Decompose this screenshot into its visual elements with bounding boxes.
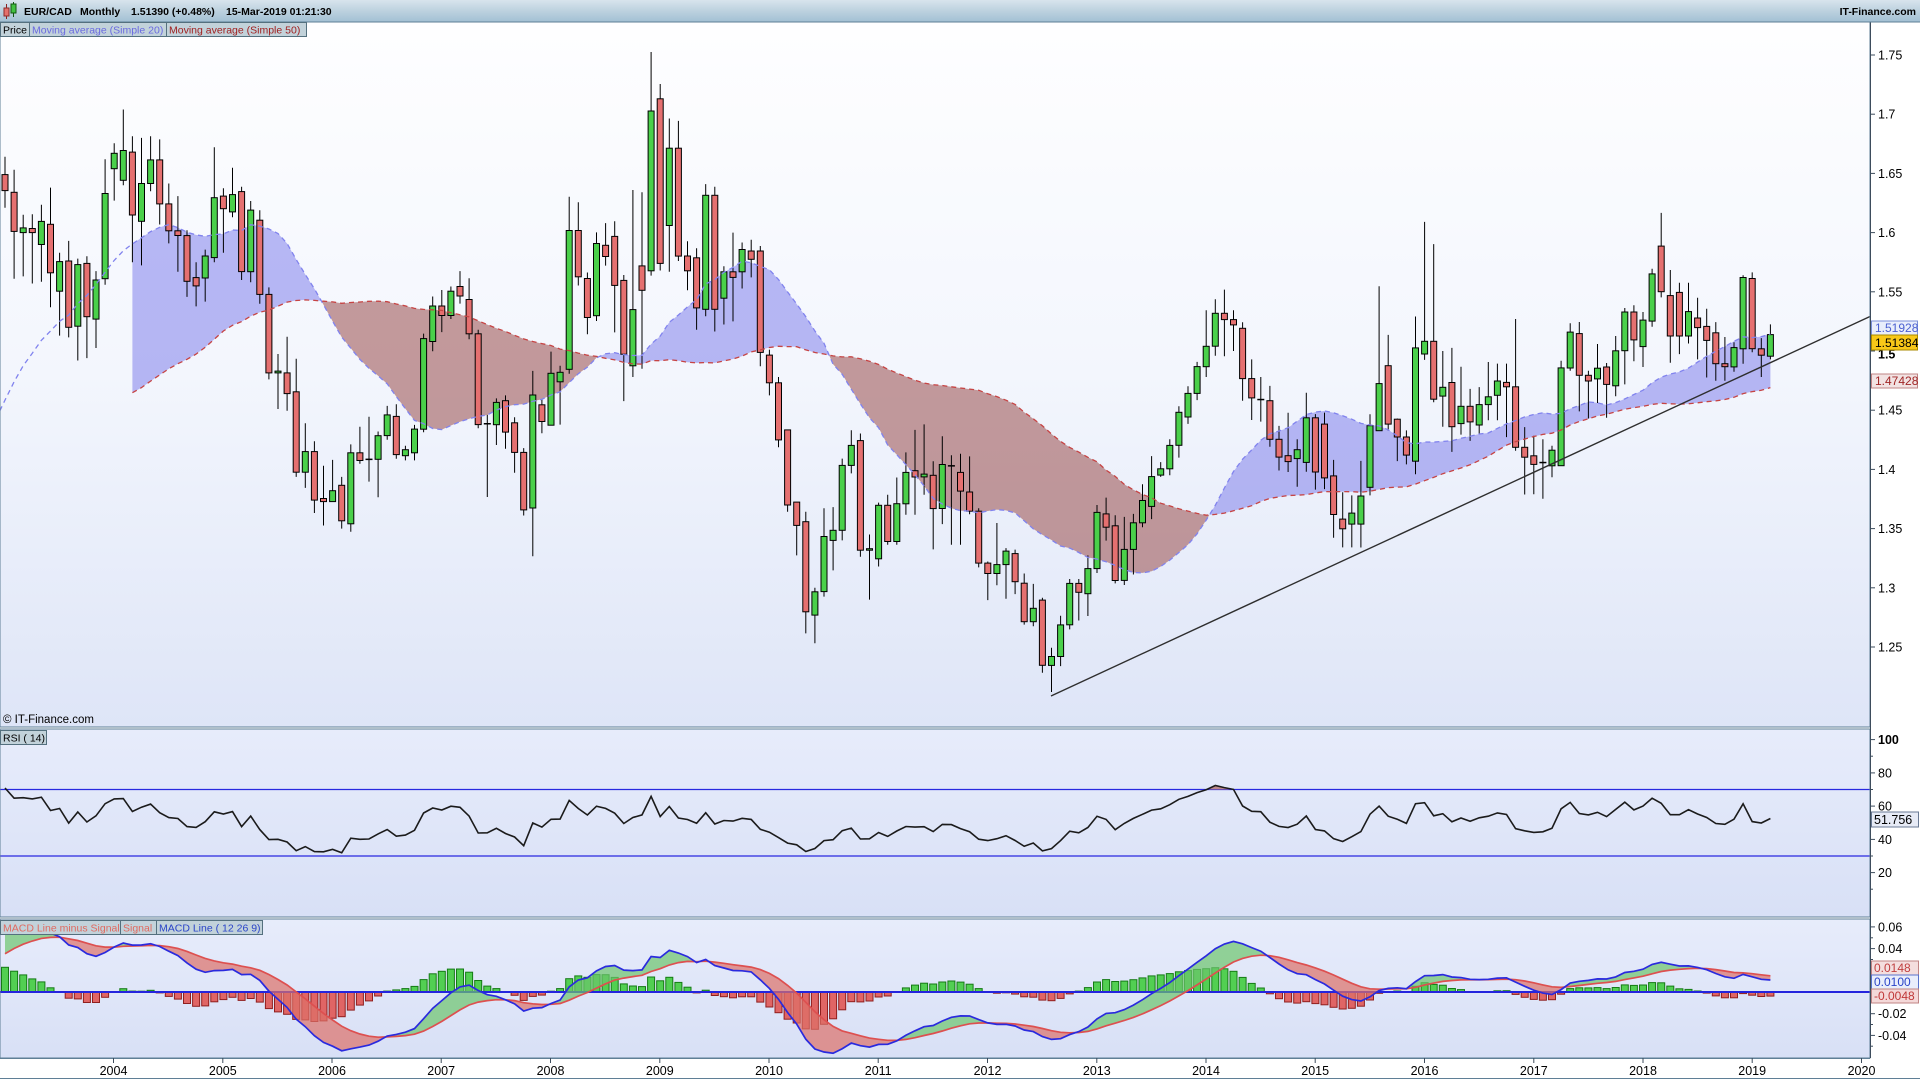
svg-text:2005: 2005	[209, 1064, 237, 1078]
svg-text:100: 100	[1878, 733, 1899, 747]
svg-text:1.55: 1.55	[1878, 285, 1902, 299]
svg-text:Price: Price	[3, 25, 27, 37]
svg-text:Signal: Signal	[123, 923, 152, 935]
svg-text:2015: 2015	[1301, 1064, 1329, 1078]
svg-text:51.756: 51.756	[1874, 813, 1912, 827]
svg-text:1.5: 1.5	[1878, 348, 1895, 362]
svg-text:0.04: 0.04	[1878, 942, 1902, 956]
svg-text:2011: 2011	[865, 1064, 892, 1078]
svg-text:2006: 2006	[318, 1064, 346, 1078]
svg-text:Moving average (Simple 50): Moving average (Simple 50)	[169, 25, 300, 37]
svg-text:2013: 2013	[1083, 1064, 1111, 1078]
svg-text:2012: 2012	[974, 1064, 1002, 1078]
svg-text:1.45: 1.45	[1878, 404, 1902, 418]
svg-text:RSI ( 14): RSI ( 14)	[3, 733, 45, 745]
svg-text:20: 20	[1878, 866, 1892, 880]
svg-text:Moving average (Simple 20): Moving average (Simple 20)	[32, 25, 163, 37]
svg-text:80: 80	[1878, 766, 1892, 780]
svg-text:EUR/CAD: EUR/CAD	[24, 6, 72, 18]
svg-text:MACD Line minus Signal: MACD Line minus Signal	[3, 923, 120, 935]
svg-text:1.4: 1.4	[1878, 463, 1895, 477]
svg-text:2016: 2016	[1411, 1064, 1439, 1078]
svg-text:2018: 2018	[1629, 1064, 1657, 1078]
svg-text:0.0148: 0.0148	[1874, 961, 1911, 975]
svg-text:Monthly: Monthly	[80, 6, 120, 18]
svg-text:1.75: 1.75	[1878, 49, 1902, 63]
svg-text:0.06: 0.06	[1878, 920, 1902, 934]
svg-text:1.3: 1.3	[1878, 581, 1895, 595]
svg-text:1.51390 (+0.48%): 1.51390 (+0.48%)	[131, 6, 215, 18]
svg-text:1.65: 1.65	[1878, 167, 1902, 181]
svg-text:1.35: 1.35	[1878, 522, 1902, 536]
svg-text:-0.04: -0.04	[1878, 1029, 1907, 1043]
svg-text:60: 60	[1878, 800, 1892, 814]
svg-text:0.0100: 0.0100	[1874, 975, 1911, 989]
svg-text:2020: 2020	[1848, 1064, 1876, 1078]
svg-text:1.7: 1.7	[1878, 108, 1895, 122]
svg-text:IT-Finance.com: IT-Finance.com	[1840, 6, 1916, 18]
svg-text:1.47428: 1.47428	[1875, 374, 1919, 388]
svg-text:2017: 2017	[1520, 1064, 1548, 1078]
svg-text:MACD Line ( 12 26 9): MACD Line ( 12 26 9)	[159, 923, 261, 935]
svg-text:-0.0048: -0.0048	[1874, 989, 1915, 1003]
svg-text:1.51928: 1.51928	[1875, 321, 1919, 335]
svg-text:1.25: 1.25	[1878, 641, 1902, 655]
svg-text:2004: 2004	[100, 1064, 128, 1078]
svg-text:1.51384: 1.51384	[1875, 336, 1919, 350]
svg-text:1.6: 1.6	[1878, 226, 1895, 240]
svg-text:15-Mar-2019 01:21:30: 15-Mar-2019 01:21:30	[226, 6, 332, 18]
svg-text:40: 40	[1878, 833, 1892, 847]
svg-text:2007: 2007	[427, 1064, 455, 1078]
svg-text:2019: 2019	[1738, 1064, 1766, 1078]
svg-text:2010: 2010	[755, 1064, 783, 1078]
svg-text:© IT-Finance.com: © IT-Finance.com	[3, 714, 94, 726]
svg-text:2014: 2014	[1192, 1064, 1220, 1078]
svg-text:-0.02: -0.02	[1878, 1007, 1907, 1021]
svg-text:2008: 2008	[537, 1064, 565, 1078]
svg-text:2009: 2009	[646, 1064, 674, 1078]
